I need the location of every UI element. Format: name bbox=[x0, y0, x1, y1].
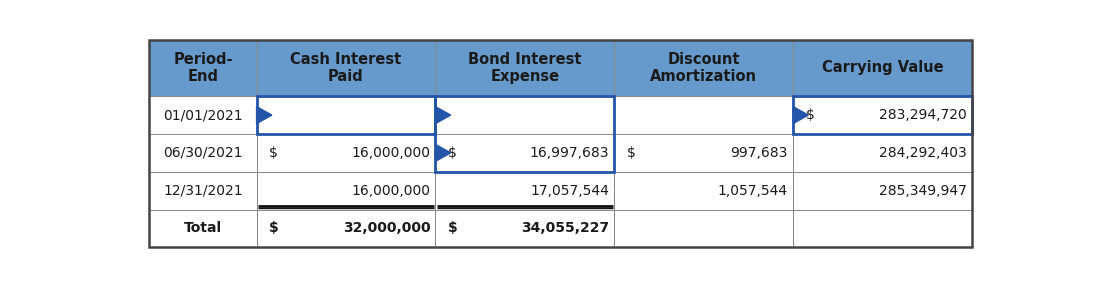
Bar bbox=[793, 96, 971, 134]
Polygon shape bbox=[257, 106, 271, 124]
Bar bbox=[614, 39, 793, 96]
Bar bbox=[793, 134, 971, 172]
Bar bbox=[257, 96, 435, 134]
Bar bbox=[435, 134, 614, 172]
Bar bbox=[614, 134, 793, 172]
Text: 01/01/2021: 01/01/2021 bbox=[163, 108, 243, 122]
Text: Carrying Value: Carrying Value bbox=[822, 60, 943, 75]
Bar bbox=[614, 134, 793, 172]
Bar bbox=[150, 210, 257, 247]
Bar bbox=[257, 39, 435, 96]
Bar bbox=[435, 210, 614, 247]
Bar bbox=[614, 172, 793, 210]
Bar bbox=[150, 134, 257, 172]
Text: 17,057,544: 17,057,544 bbox=[531, 184, 609, 198]
Text: Discount
Amortization: Discount Amortization bbox=[650, 52, 757, 84]
Bar bbox=[257, 134, 435, 172]
Bar bbox=[257, 210, 435, 247]
Bar bbox=[150, 172, 257, 210]
Text: 12/31/2021: 12/31/2021 bbox=[163, 184, 243, 198]
Bar bbox=[257, 134, 435, 172]
Text: $: $ bbox=[449, 222, 458, 235]
Bar bbox=[614, 96, 793, 134]
Bar bbox=[257, 172, 435, 210]
Text: 32,000,000: 32,000,000 bbox=[342, 222, 430, 235]
Text: 284,292,403: 284,292,403 bbox=[880, 146, 967, 160]
Text: 997,683: 997,683 bbox=[731, 146, 788, 160]
Text: Total: Total bbox=[184, 222, 222, 235]
Text: 283,294,720: 283,294,720 bbox=[880, 108, 967, 122]
Bar bbox=[614, 172, 793, 210]
Bar bbox=[257, 172, 435, 210]
Bar bbox=[150, 210, 257, 247]
Polygon shape bbox=[793, 106, 808, 124]
Bar bbox=[793, 96, 971, 134]
Bar bbox=[793, 39, 971, 96]
Bar bbox=[614, 210, 793, 247]
Bar bbox=[614, 210, 793, 247]
Text: Period-
End: Period- End bbox=[173, 52, 233, 84]
Polygon shape bbox=[435, 106, 451, 124]
Bar bbox=[435, 96, 614, 134]
Bar bbox=[793, 172, 971, 210]
Bar bbox=[150, 39, 257, 96]
Text: Cash Interest
Paid: Cash Interest Paid bbox=[290, 52, 401, 84]
Bar bbox=[150, 172, 257, 210]
Text: 285,349,947: 285,349,947 bbox=[878, 184, 967, 198]
Text: 34,055,227: 34,055,227 bbox=[521, 222, 609, 235]
Bar bbox=[793, 39, 971, 96]
Bar bbox=[257, 96, 435, 134]
Text: 1,057,544: 1,057,544 bbox=[718, 184, 788, 198]
Text: $: $ bbox=[449, 146, 457, 160]
Bar bbox=[150, 96, 257, 134]
Polygon shape bbox=[435, 144, 451, 161]
Bar bbox=[435, 134, 614, 172]
Bar bbox=[793, 210, 971, 247]
Text: Bond Interest
Expense: Bond Interest Expense bbox=[468, 52, 582, 84]
Bar bbox=[435, 172, 614, 210]
Bar bbox=[150, 39, 257, 96]
Bar bbox=[435, 39, 614, 96]
Text: $: $ bbox=[269, 146, 278, 160]
Bar bbox=[257, 210, 435, 247]
Bar bbox=[614, 96, 793, 134]
Text: 06/30/2021: 06/30/2021 bbox=[163, 146, 243, 160]
Bar bbox=[435, 96, 614, 134]
Bar bbox=[257, 96, 435, 134]
Bar bbox=[435, 39, 614, 96]
Bar bbox=[614, 39, 793, 96]
Bar bbox=[435, 96, 614, 172]
Bar bbox=[793, 96, 971, 134]
Text: $: $ bbox=[806, 108, 815, 122]
Text: 16,000,000: 16,000,000 bbox=[351, 146, 430, 160]
Bar bbox=[435, 210, 614, 247]
Bar bbox=[793, 210, 971, 247]
Bar bbox=[793, 134, 971, 172]
Bar bbox=[150, 134, 257, 172]
Text: $: $ bbox=[269, 222, 279, 235]
Text: $: $ bbox=[627, 146, 636, 160]
Text: 16,000,000: 16,000,000 bbox=[351, 184, 430, 198]
Bar bbox=[150, 96, 257, 134]
Text: 16,997,683: 16,997,683 bbox=[529, 146, 609, 160]
Bar bbox=[793, 172, 971, 210]
Bar bbox=[257, 39, 435, 96]
Bar bbox=[435, 172, 614, 210]
